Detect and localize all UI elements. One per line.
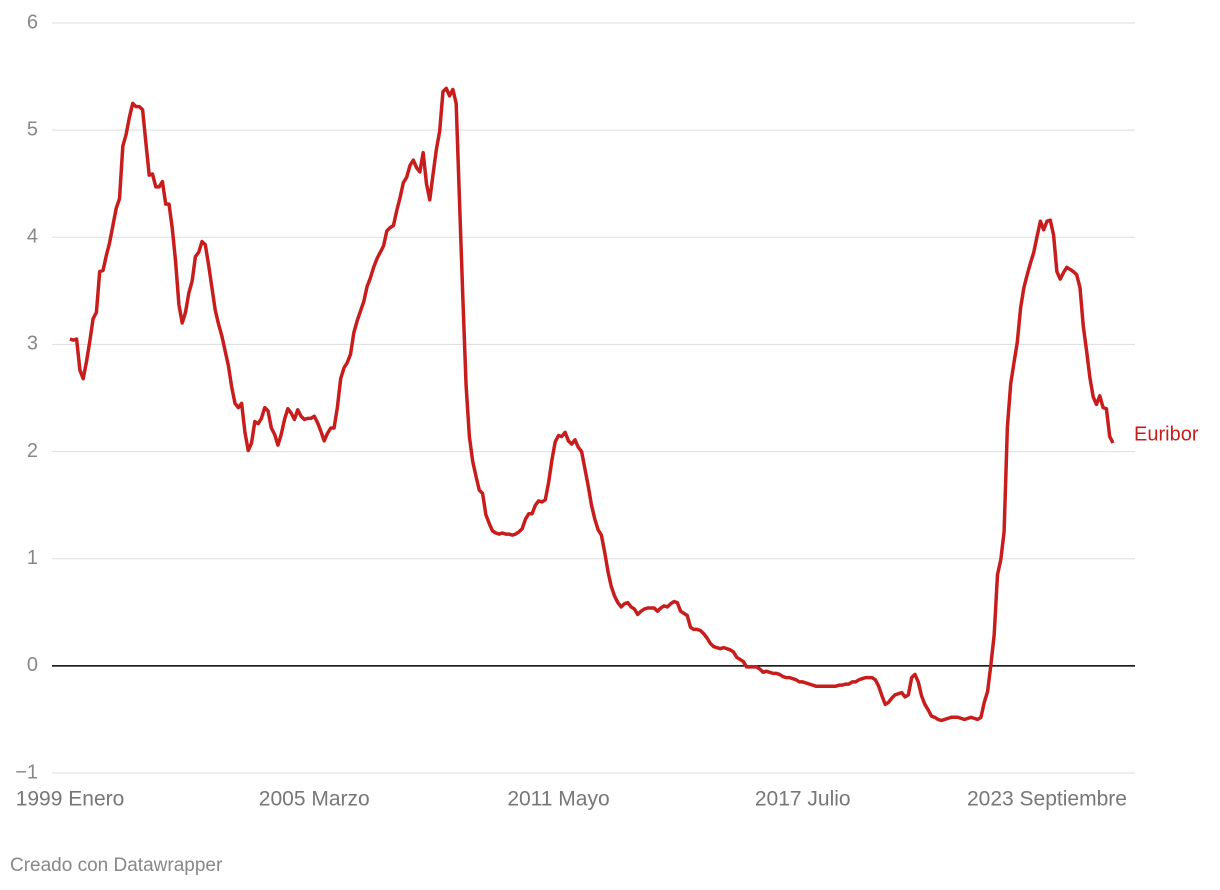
x-tick-label: 2011 Mayo [507,788,609,811]
x-tick-label: 2005 Marzo [259,788,370,811]
footer: Creado con Datawrapper [10,855,223,876]
y-tick-label: 5 [27,118,38,140]
y-tick-label: 1 [27,547,38,569]
x-tick-label: 1999 Enero [16,788,125,811]
line [69,86,1115,723]
y-tick-label: 4 [27,226,38,248]
y-tick-label: −1 [15,761,38,783]
y-tick-label: 3 [27,333,38,355]
x-tick-label: 2017 Julio [755,788,851,811]
x-tick-label: 2023 Septiembre [967,788,1127,811]
y-tick-label: 6 [27,11,38,33]
y-tick-label: 2 [27,440,38,462]
series-label: Euribor [1134,423,1199,445]
y-tick-label: 0 [27,654,38,676]
